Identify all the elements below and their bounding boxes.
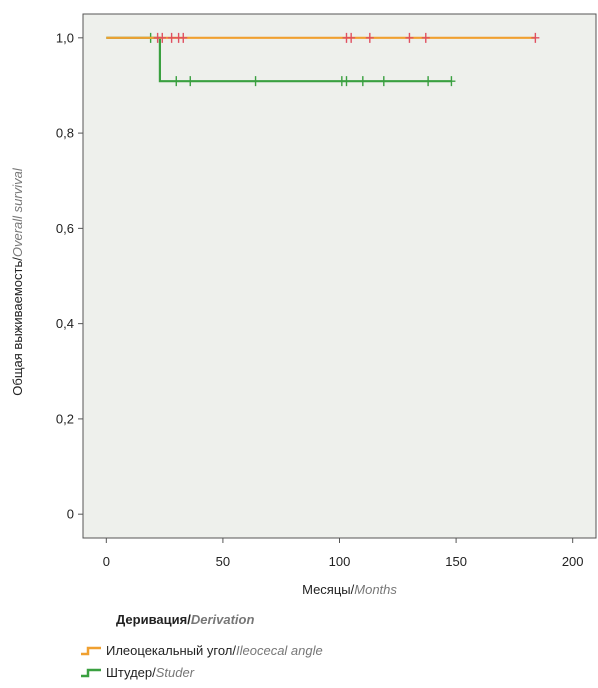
x-axis-title-ru: Месяцы: [302, 582, 351, 597]
censor-mark-ileocecal: [405, 32, 414, 43]
censor-mark-studer: [424, 76, 433, 87]
y-tick-label: 0: [67, 507, 74, 522]
plot-area: [82, 13, 597, 539]
y-axis-title-en: Overall survival: [10, 167, 25, 257]
censor-mark-studer: [379, 76, 388, 87]
censor-mark-ileocecal: [347, 32, 356, 43]
x-axis: 0 50 100 150 200: [103, 538, 584, 569]
censor-mark-studer: [251, 76, 260, 87]
y-axis-title-sep: /: [10, 257, 25, 261]
y-tick-label: 0,6: [56, 221, 74, 236]
y-tick-label: 0,2: [56, 411, 74, 426]
censor-mark-studer: [342, 76, 351, 87]
censor-mark-studer: [358, 76, 367, 87]
censor-mark-ileocecal: [158, 32, 167, 43]
censor-mark-studer: [172, 76, 181, 87]
legend-title-ru: Деривация: [116, 612, 188, 627]
y-axis: 0 0,2 0,4 0,6 0,8 1,0: [56, 30, 83, 522]
legend-label-ileocecal-sep: /: [232, 643, 236, 658]
x-tick-label: 200: [562, 554, 584, 569]
x-tick-label: 50: [216, 554, 230, 569]
legend-title-en: Derivation: [190, 612, 255, 627]
x-axis-title-sep: /: [351, 582, 355, 597]
legend-label-ileocecal-ru: Илеоцекальный угол: [106, 643, 233, 658]
y-axis-title-ru: Общая выживаемость: [10, 261, 25, 396]
y-axis-title: Общая выживаемость/Overall survival: [10, 167, 25, 396]
y-tick-label: 0,4: [56, 316, 74, 331]
legend-swatch-studer: [81, 668, 101, 678]
censor-mark-studer: [186, 76, 195, 87]
x-tick-label: 100: [329, 554, 351, 569]
legend-label-studer-sep: /: [152, 665, 156, 680]
y-tick-label: 0,8: [56, 126, 74, 141]
legend-label-studer-ru: Штудер: [106, 665, 153, 680]
censor-mark-ileocecal: [531, 32, 540, 43]
legend-label-ileocecal-en: Ileocecal angle: [236, 643, 323, 658]
legend-title-sep: /: [187, 612, 191, 627]
censor-mark-ileocecal: [167, 32, 176, 43]
legend-label-studer-en: Studer: [155, 665, 195, 680]
x-axis-title: Месяцы/Months: [302, 582, 397, 597]
legend-title: Деривация/Derivation: [116, 612, 254, 627]
censor-mark-ileocecal: [421, 32, 430, 43]
x-tick-label: 150: [445, 554, 467, 569]
x-axis-title-en: Months: [354, 582, 397, 597]
legend-label-ileocecal: Илеоцекальный угол/Ileocecal angle: [106, 642, 323, 660]
legend-swatch-ileocecal: [81, 646, 101, 656]
series-layer: [106, 32, 540, 87]
legend-label-studer: Штудер/Studer: [106, 664, 194, 682]
y-tick-label: 1,0: [56, 30, 74, 45]
censor-mark-ileocecal: [365, 32, 374, 43]
censor-mark-studer: [447, 76, 456, 87]
x-tick-label: 0: [103, 554, 110, 569]
censor-mark-ileocecal: [179, 32, 188, 43]
